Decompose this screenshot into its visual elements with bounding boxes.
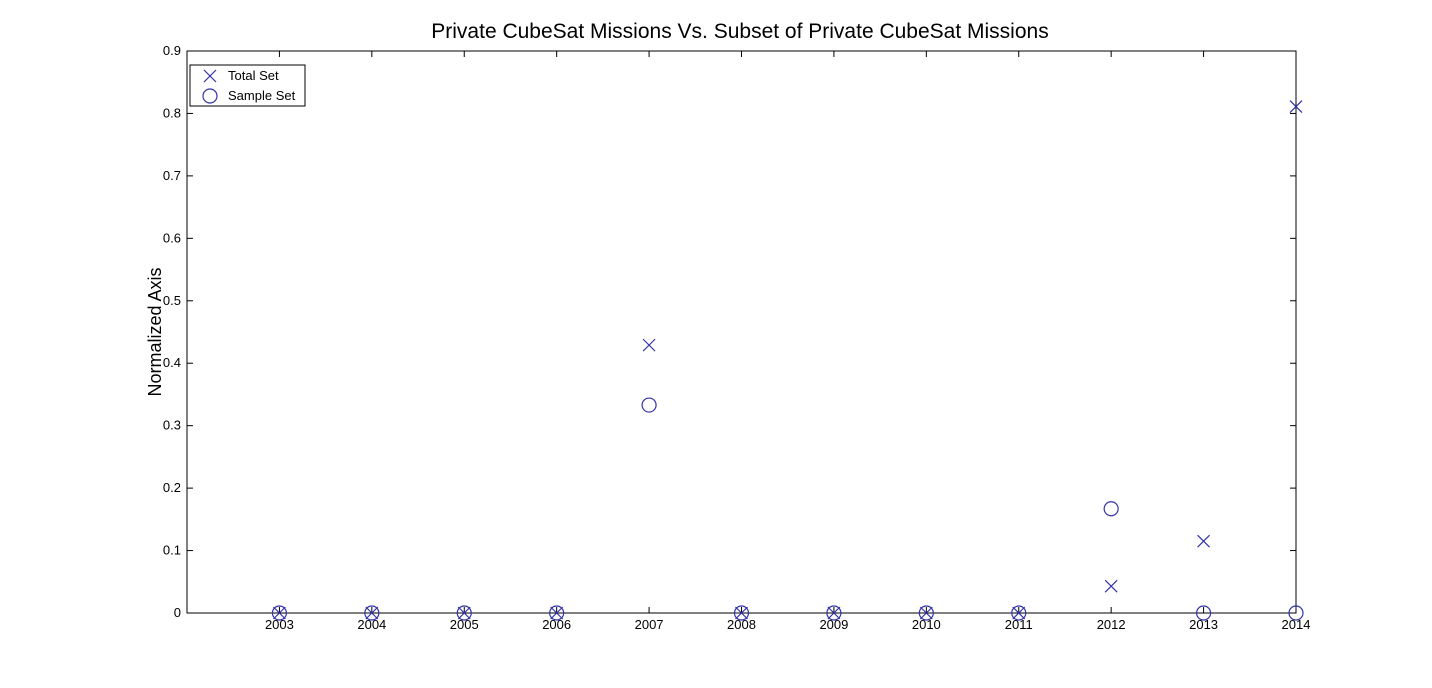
point-total-set xyxy=(735,606,748,620)
axes: 0 0.1 0.2 0.3 0.4 0.5 0.6 0.7 0.8 0.9 2003 2004 2005… xyxy=(163,43,1311,632)
y-tick-label: 0.3 xyxy=(163,418,181,433)
x-tick-label: 2007 xyxy=(635,617,664,632)
point-sample-set xyxy=(456,605,472,621)
x-tick-label: 2003 xyxy=(265,617,294,632)
data-marks xyxy=(271,100,1304,621)
x-tick-label: 2011 xyxy=(1005,617,1033,632)
point-sample-set xyxy=(271,605,288,621)
point-sample-set xyxy=(549,605,565,621)
x-tick-label: 2008 xyxy=(727,617,756,632)
y-tick-label: 0.9 xyxy=(163,43,181,58)
point-total-set xyxy=(550,606,564,620)
y-tick-label: 0.1 xyxy=(163,543,181,558)
y-tick-label: 0.5 xyxy=(163,293,181,308)
point-total-set xyxy=(1289,100,1303,113)
x-tick-label: 2006 xyxy=(542,617,571,632)
x-tick-label: 2010 xyxy=(912,617,941,632)
point-sample-set xyxy=(641,397,657,413)
legend-box xyxy=(189,64,306,107)
y-tick-label: 0.8 xyxy=(163,105,181,120)
y-tick-label: 0.2 xyxy=(163,480,181,495)
x-tick-label: 2009 xyxy=(819,617,848,632)
point-sample-set xyxy=(1195,605,1212,621)
x-tick-label: 2005 xyxy=(450,617,479,632)
point-total-set xyxy=(919,606,933,620)
point-total-set xyxy=(365,606,379,620)
point-total-set xyxy=(1197,534,1211,548)
x-tick-label: 2004 xyxy=(357,617,386,632)
point-sample-set xyxy=(918,605,934,621)
point-total-set xyxy=(1104,579,1118,593)
y-tick-label: 0.6 xyxy=(163,230,181,245)
point-sample-set xyxy=(826,605,842,621)
y-tick-label: 0.7 xyxy=(163,168,181,183)
point-sample-set xyxy=(364,605,380,621)
plot-area xyxy=(186,50,1297,614)
point-sample-set xyxy=(1011,605,1027,621)
point-total-set xyxy=(457,606,471,620)
chart-title: Private CubeSat Missions Vs. Subset of P… xyxy=(431,20,1048,43)
legend-entry-label: Total Set xyxy=(228,68,279,83)
legend-marker-total-set xyxy=(203,69,217,83)
point-total-set xyxy=(272,606,286,620)
point-total-set xyxy=(642,338,656,352)
y-tick-label: 0.4 xyxy=(163,355,181,370)
legend: Total Set Sample Set xyxy=(189,64,306,107)
legend-entry-label: Sample Set xyxy=(228,88,296,103)
point-sample-set xyxy=(733,605,750,621)
point-sample-set xyxy=(1288,605,1304,621)
point-total-set xyxy=(1012,606,1026,620)
y-tick-label: 0 xyxy=(174,605,181,620)
y-axis-label: Normalized Axis xyxy=(145,267,165,396)
x-tick-label: 2014 xyxy=(1282,617,1311,632)
x-tick-label: 2013 xyxy=(1189,617,1218,632)
legend-marker-sample-set xyxy=(202,88,218,104)
x-tick-label: 2012 xyxy=(1097,617,1126,632)
point-sample-set xyxy=(1103,501,1119,517)
point-total-set xyxy=(827,606,841,620)
